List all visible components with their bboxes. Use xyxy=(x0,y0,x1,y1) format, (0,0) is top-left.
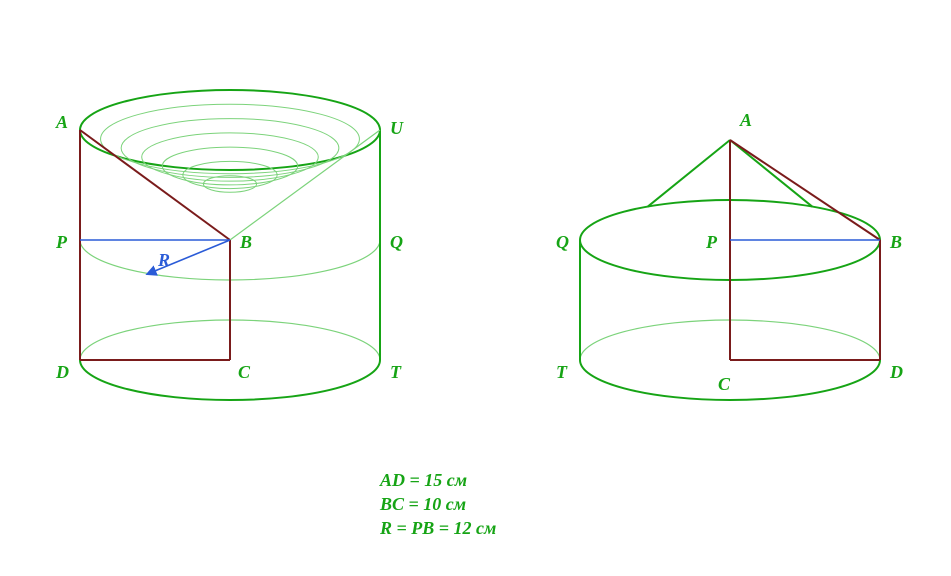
point-label-A: A xyxy=(740,110,752,131)
point-label-U: U xyxy=(390,118,403,139)
point-label-Q: Q xyxy=(556,232,569,253)
point-label-A: A xyxy=(56,112,68,133)
point-label-B: B xyxy=(240,232,252,253)
point-label-T: T xyxy=(556,362,567,383)
info-line-2: BC = 10 см xyxy=(380,494,466,515)
point-label-B: B xyxy=(890,232,902,253)
point-label-D: D xyxy=(890,362,903,383)
point-label-P: P xyxy=(56,232,67,253)
info-line-3: R = PB = 12 см xyxy=(380,518,496,539)
info-line-1: AD = 15 см xyxy=(380,470,467,491)
point-label-P: P xyxy=(706,232,717,253)
point-label-T: T xyxy=(390,362,401,383)
point-label-R: R xyxy=(158,250,170,271)
point-label-C: C xyxy=(718,374,730,395)
point-label-C: C xyxy=(238,362,250,383)
point-label-D: D xyxy=(56,362,69,383)
diagram-canvas xyxy=(0,0,951,576)
point-label-Q: Q xyxy=(390,232,403,253)
